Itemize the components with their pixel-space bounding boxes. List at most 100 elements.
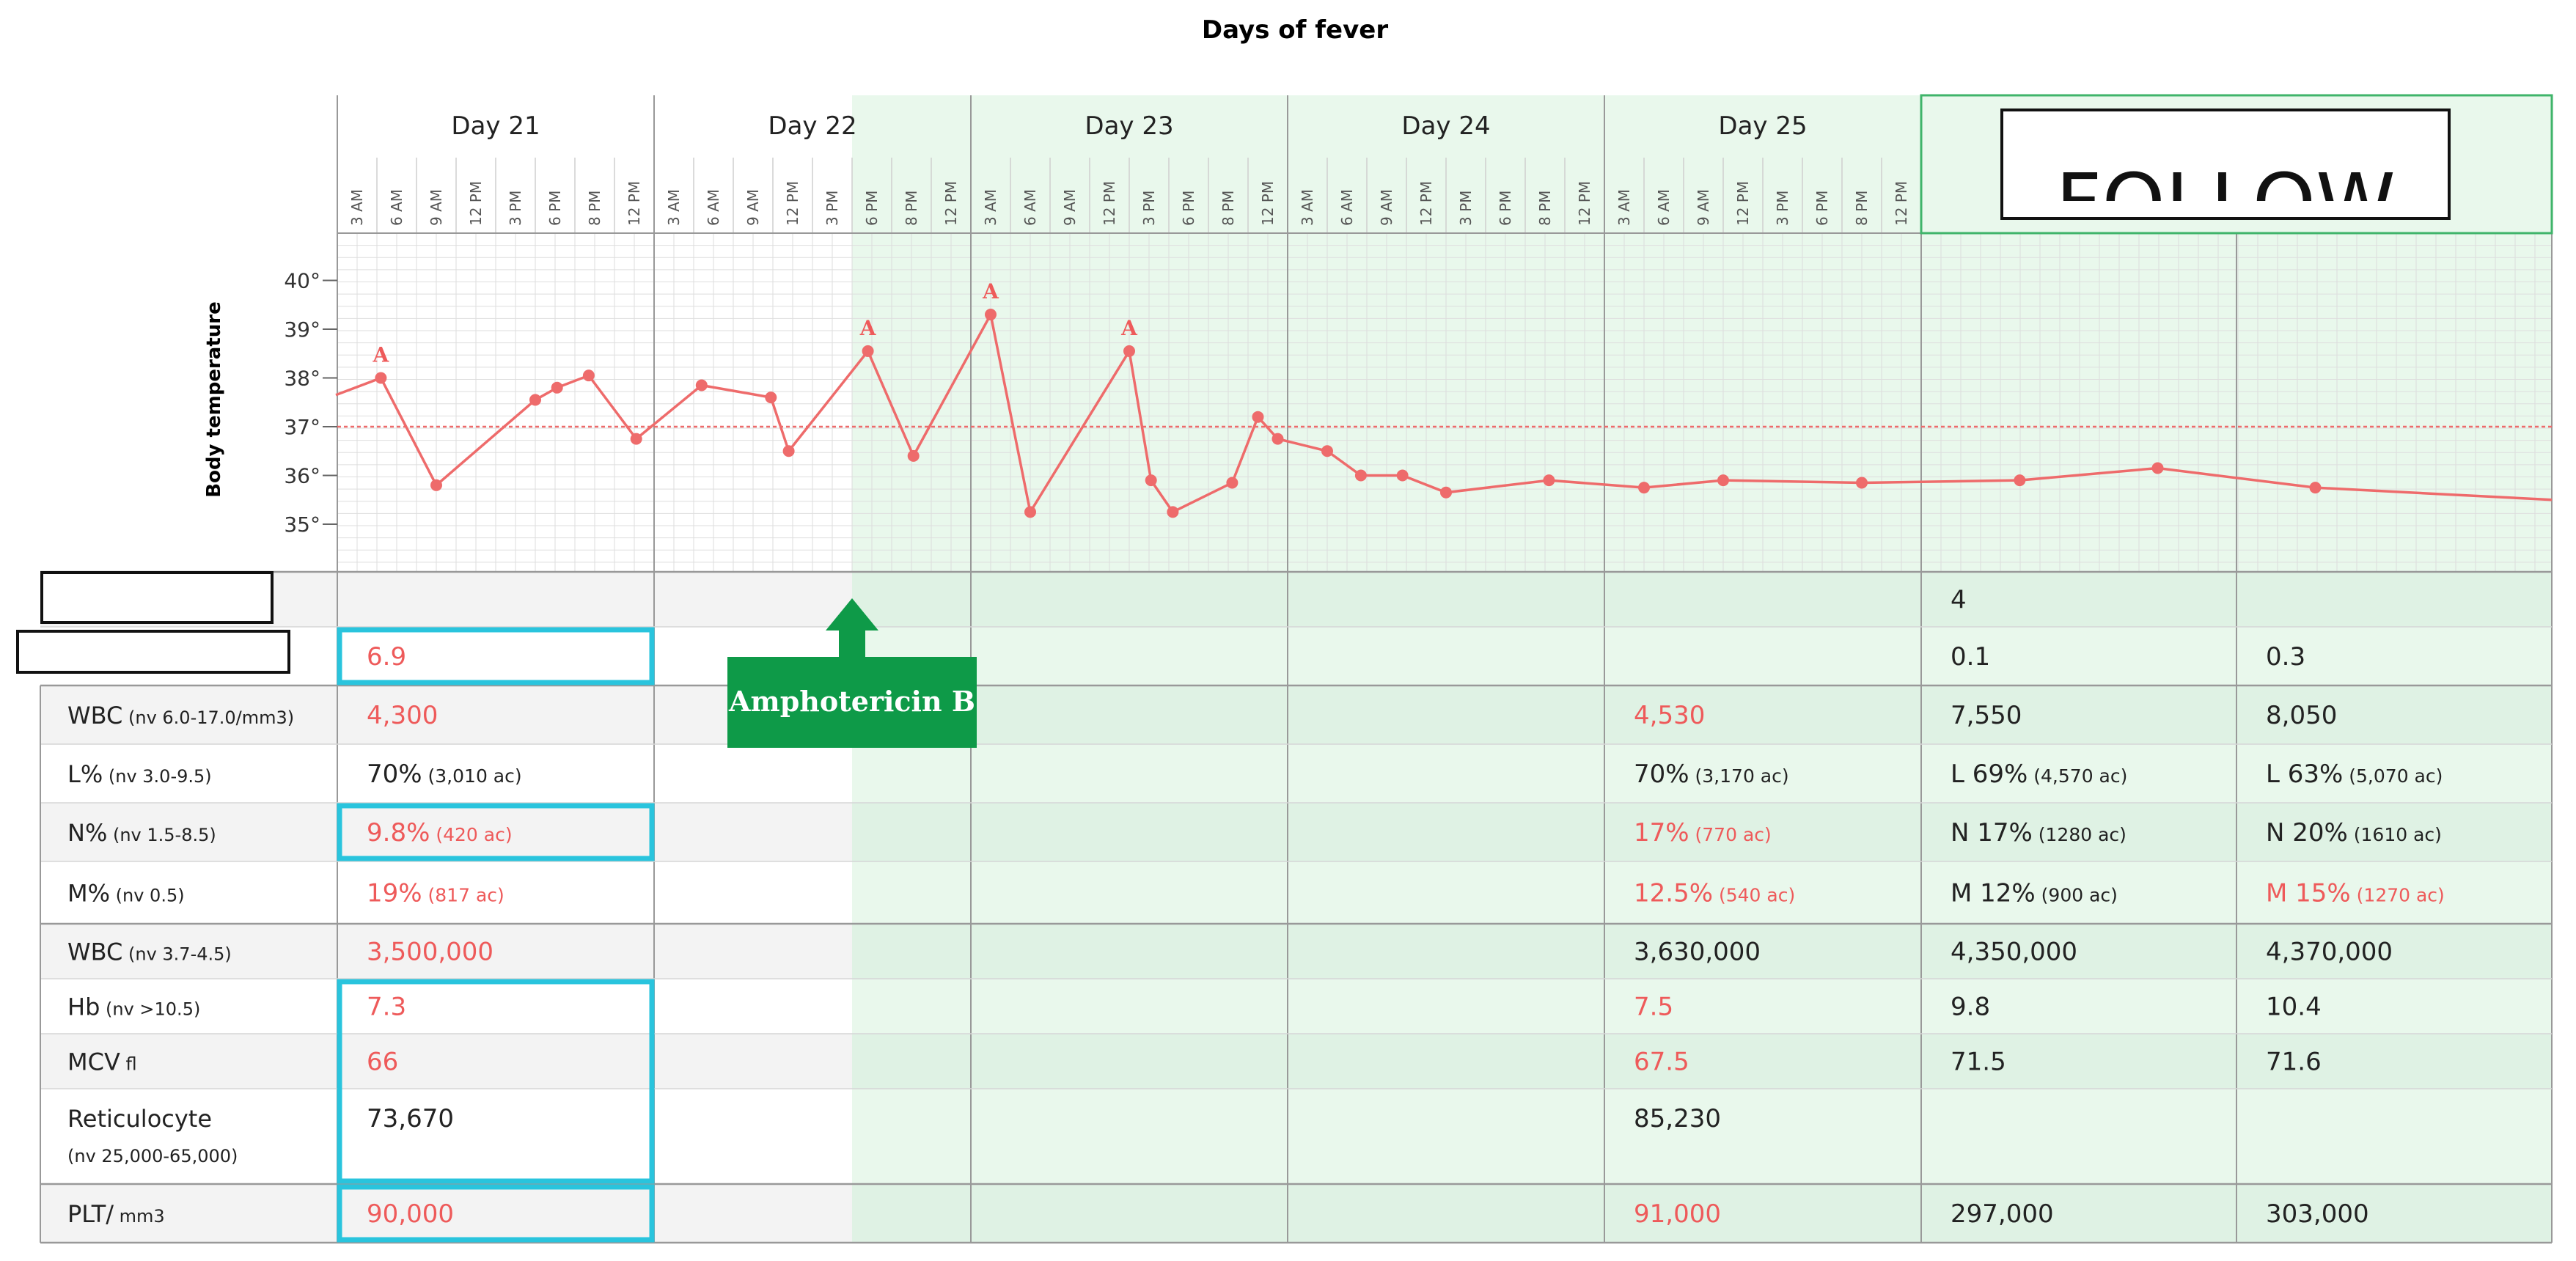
lab-value: 8,050 — [2266, 701, 2337, 730]
y-tick-label: 36° — [284, 464, 320, 488]
lab-value: 6.9 — [367, 642, 406, 672]
lab-value: 4,350,000 — [1951, 938, 2077, 967]
follow-label: FOLLOW — [2055, 156, 2396, 250]
row-normal-value: (nv 6.0-17.0/mm3) — [122, 707, 294, 728]
row-label-name: Reticulocyte — [67, 1105, 212, 1133]
hour-label: 12 PM — [1101, 181, 1118, 226]
temperature-point — [551, 381, 563, 394]
day-label: Day 24 — [1401, 111, 1490, 141]
lab-value-main: 4,370,000 — [2266, 938, 2393, 967]
hour-label: 3 PM — [823, 191, 841, 226]
hour-label: 3 PM — [1140, 191, 1158, 226]
lab-value-absolute-count: (540 ac) — [1713, 885, 1795, 906]
y-tick-label: 35° — [284, 512, 320, 537]
row-label-name: L% — [67, 760, 103, 788]
lab-value-main: 0.3 — [2266, 642, 2305, 672]
lab-value-main: 91,000 — [1634, 1199, 1721, 1229]
lab-value: 4,530 — [1634, 701, 1705, 730]
lab-value-main: 3,630,000 — [1634, 938, 1761, 967]
lab-value-main: 9.8 — [1951, 993, 1990, 1022]
temperature-point — [375, 372, 387, 384]
table-row-bg-treated — [852, 572, 2552, 627]
temperature-point — [582, 370, 595, 382]
hour-label: 3 PM — [507, 191, 524, 226]
lab-value-main: 19% — [367, 879, 422, 908]
row-label-name: M% — [67, 880, 110, 908]
hour-label: 3 PM — [1457, 191, 1475, 226]
annotation-marker: A — [982, 279, 999, 304]
lab-value: 4 — [1951, 586, 1967, 615]
hour-label: 12 PM — [1893, 181, 1910, 226]
lab-value: 303,000 — [2266, 1199, 2369, 1229]
hour-label: 9 AM — [1378, 189, 1395, 226]
temperature-point — [2151, 462, 2164, 474]
hour-label: 12 PM — [784, 181, 801, 226]
hour-label: 12 PM — [467, 181, 485, 226]
lab-value-main: L 63% — [2266, 760, 2343, 789]
lab-value: L 69% (4,570 ac) — [1951, 760, 2127, 789]
temperature-point — [695, 379, 708, 391]
temperature-point — [2309, 482, 2322, 494]
lab-value-absolute-count: (420 ac) — [430, 824, 512, 845]
lab-value: 70% (3,170 ac) — [1634, 760, 1789, 789]
row-label: Reticulocyte — [67, 1105, 212, 1133]
temperature-point — [985, 309, 997, 321]
lab-value-main: N 20% — [2266, 818, 2348, 848]
table-row-bg — [40, 1184, 852, 1243]
lab-value: 297,000 — [1951, 1199, 2054, 1229]
row-label: Hb (nv >10.5) — [67, 993, 200, 1021]
lab-value-absolute-count: (1280 ac) — [2033, 824, 2127, 845]
row-normal-value: (nv 25,000-65,000) — [67, 1146, 238, 1166]
temperature-point — [1226, 477, 1239, 489]
row-label-name: PLT/ — [67, 1200, 114, 1228]
highlight-box — [337, 803, 655, 861]
temperature-point — [782, 445, 795, 457]
hour-label: 12 PM — [1576, 181, 1593, 226]
annotation-marker: A — [859, 316, 877, 340]
lab-value-main: 85,230 — [1634, 1104, 1721, 1133]
hour-label: 9 AM — [1061, 189, 1079, 226]
lab-value: 66 — [367, 1048, 398, 1077]
lab-value-main: N 17% — [1951, 818, 2033, 848]
lab-value-main: 297,000 — [1951, 1199, 2054, 1229]
lab-value-main: 12.5% — [1634, 879, 1713, 908]
lab-value: 67.5 — [1634, 1048, 1689, 1077]
hour-label: 12 PM — [942, 181, 960, 226]
hour-label: 12 PM — [1417, 181, 1435, 226]
lab-value: 7.3 — [367, 993, 406, 1022]
row-label: MCV fl — [67, 1048, 137, 1076]
table-row-bg-treated — [852, 1184, 2552, 1243]
y-tick-label: 38° — [284, 367, 320, 391]
lab-value-main: 7.5 — [1634, 993, 1673, 1022]
hour-label: 3 PM — [1774, 191, 1791, 226]
hour-label: 8 PM — [1536, 191, 1554, 226]
temperature-line — [335, 310, 2553, 516]
lab-value-absolute-count: (770 ac) — [1689, 824, 1772, 845]
hour-label: 6 PM — [863, 191, 881, 226]
table-row-bg-treated — [852, 924, 2552, 979]
lab-value: 71.5 — [1951, 1048, 2006, 1077]
temperature-point — [1252, 411, 1264, 423]
lab-value-main: 71.6 — [2266, 1048, 2322, 1077]
lab-value-main: 4,300 — [367, 701, 438, 730]
lab-value-main: 71.5 — [1951, 1048, 2006, 1077]
row-normal-value: (nv 0.5) — [110, 886, 185, 906]
table-row-bg — [40, 924, 852, 979]
table-row-bg-treated — [852, 685, 2552, 744]
temperature-point — [907, 449, 920, 462]
hour-label: 6 AM — [1655, 189, 1673, 226]
row-normal-value: fl — [120, 1054, 137, 1075]
lab-value: 7.5 — [1634, 993, 1673, 1022]
hour-label: 9 AM — [428, 189, 445, 226]
row-label-name: WBC — [67, 702, 122, 729]
row-label-name: MCV — [67, 1048, 120, 1076]
lab-value-main: M 15% — [2266, 879, 2351, 908]
temperature-point — [1123, 345, 1135, 357]
lab-value: M 12% (900 ac) — [1951, 879, 2118, 908]
hour-label: 6 PM — [1497, 191, 1514, 226]
lab-value-main: 4,350,000 — [1951, 938, 2077, 967]
row-label: WBC (nv 3.7-4.5) — [67, 938, 232, 966]
lab-value-main: 3,500,000 — [367, 938, 493, 967]
lab-value-absolute-count: (3,170 ac) — [1689, 765, 1789, 787]
temperature-point — [1272, 433, 1284, 445]
